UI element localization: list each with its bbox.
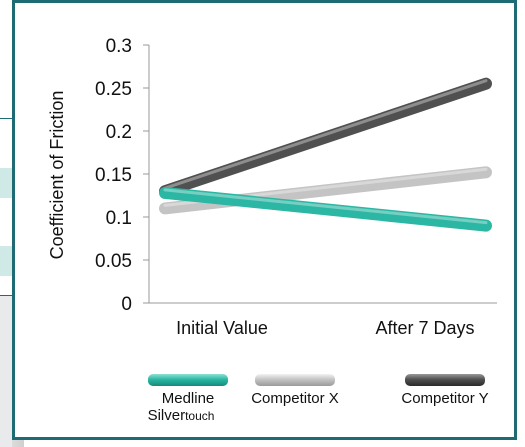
- y-tick-group: 0 0.05 0.1 0.15 0.2 0.25 0.3: [95, 36, 149, 315]
- legend-swatch-competitor-y: [405, 374, 485, 386]
- y-tick-label: 0.05: [95, 251, 132, 272]
- y-tick-label: 0.3: [106, 36, 132, 57]
- y-tick-label: 0.2: [106, 122, 132, 143]
- legend: Medline Silvertouch Competitor X Competi…: [148, 374, 489, 424]
- legend-swatch-medline: [148, 374, 228, 386]
- legend-label-silver: Silver: [148, 407, 186, 424]
- friction-line-chart: 0 0.05 0.1 0.15 0.2 0.25 0.3 Coefficient of Fr…: [47, 36, 497, 424]
- legend-label-competitor-y: Competitor Y: [401, 390, 488, 407]
- legend-label-medline-line2: Silvertouch: [148, 407, 215, 424]
- series-group: [159, 77, 492, 232]
- y-tick-label: 0: [121, 294, 132, 315]
- legend-swatch-competitor-x: [255, 374, 335, 386]
- legend-label-competitor-x: Competitor X: [251, 390, 339, 407]
- y-axis-title: Coefficient of Friction: [47, 91, 67, 260]
- series-line-medline-silvertouch: [159, 186, 492, 232]
- x-tick-label: Initial Value: [176, 318, 268, 338]
- y-tick-label: 0.25: [95, 79, 132, 100]
- series-highlight-medline-silvertouch: [163, 188, 488, 225]
- legend-label-touch: touch: [185, 409, 214, 423]
- series-line-competitor-y: [159, 77, 492, 198]
- chart-card: 0 0.05 0.1 0.15 0.2 0.25 0.3 Coefficient of Fr…: [12, 0, 517, 440]
- y-tick-label: 0.15: [95, 165, 132, 186]
- legend-label-medline: Medline: [162, 390, 215, 407]
- y-tick-label: 0.1: [106, 208, 132, 229]
- x-tick-label: After 7 Days: [375, 318, 474, 338]
- series-highlight-competitor-y: [163, 79, 488, 190]
